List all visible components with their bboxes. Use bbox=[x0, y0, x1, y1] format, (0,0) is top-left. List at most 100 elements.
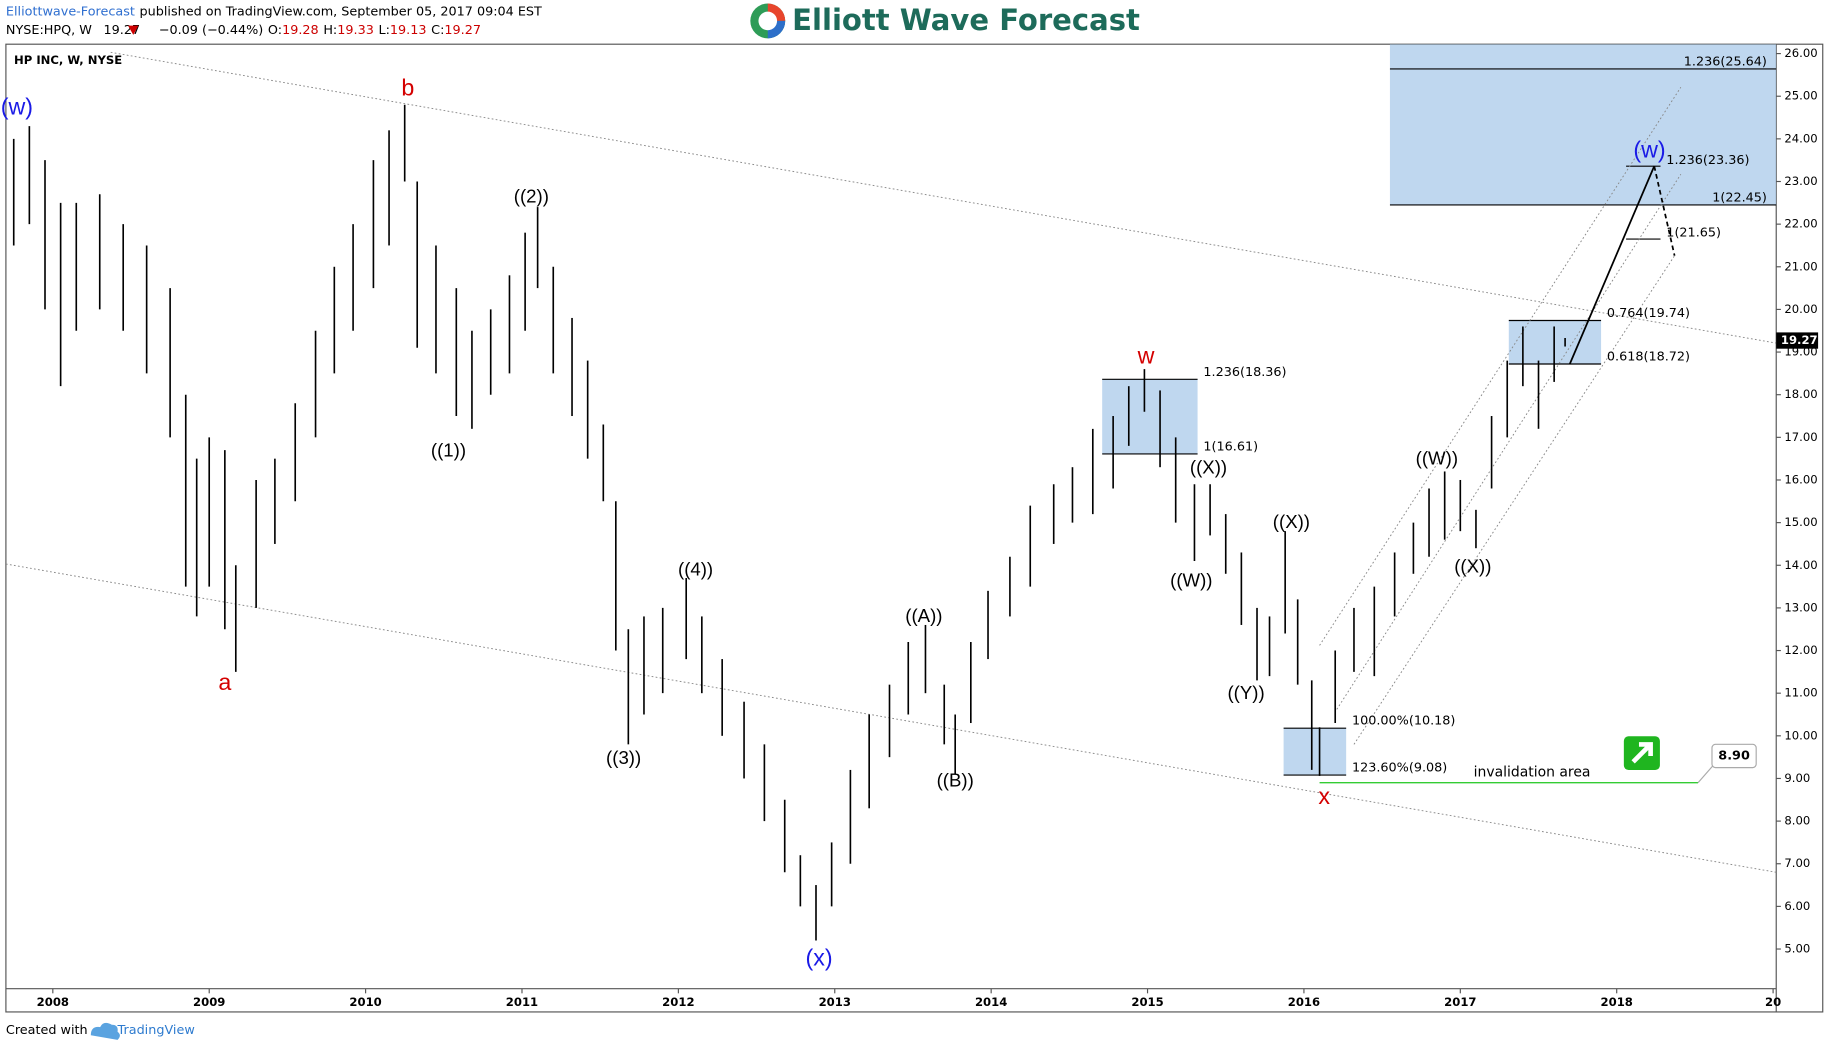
y-tick-label: 14.00 bbox=[1784, 558, 1817, 572]
target-zone bbox=[1283, 728, 1347, 776]
brand-logo bbox=[750, 3, 786, 39]
y-tick-label: 26.00 bbox=[1784, 46, 1817, 60]
wave-label: ((X)) bbox=[1273, 511, 1310, 532]
publisher: Elliottwave-Forecast bbox=[6, 4, 135, 19]
wave-label: ((A)) bbox=[905, 605, 942, 626]
wave-label: ((1)) bbox=[431, 439, 466, 460]
fib-label: 100.00%(10.18) bbox=[1352, 714, 1455, 729]
wave-label: ((B)) bbox=[937, 769, 974, 790]
x-tick-label: 2018 bbox=[1601, 995, 1633, 1009]
y-tick-label: 12.00 bbox=[1784, 643, 1817, 657]
wave-label: (x) bbox=[806, 944, 833, 970]
ohlc: O:19.28 H:19.33 L:19.13 C:19.27 bbox=[268, 23, 481, 38]
fib-label: 1.236(25.64) bbox=[1684, 54, 1767, 69]
x-tick-label: 2016 bbox=[1288, 995, 1320, 1009]
y-tick-label: 8.00 bbox=[1784, 814, 1810, 828]
wave-label: ((X)) bbox=[1190, 456, 1227, 477]
trendline bbox=[1336, 174, 1682, 710]
y-tick-label: 22.00 bbox=[1784, 217, 1817, 231]
symbol: NYSE:HPQ, W bbox=[6, 23, 92, 38]
y-tick-label: 10.00 bbox=[1784, 728, 1817, 742]
header-line-1: Elliottwave-Forecast published on Trading… bbox=[6, 4, 542, 19]
fib-label: 1(16.61) bbox=[1203, 439, 1258, 454]
plot bbox=[5, 44, 1777, 941]
wave-label: ((W)) bbox=[1416, 447, 1458, 468]
y-tick-label: 21.00 bbox=[1784, 259, 1817, 273]
x-tick-label: 2009 bbox=[193, 995, 225, 1009]
y-tick-label: 13.00 bbox=[1784, 600, 1817, 614]
change: −0.09 (−0.44%) bbox=[159, 23, 264, 38]
wave-label: b bbox=[401, 75, 414, 101]
wave-label: a bbox=[218, 669, 231, 695]
ohlc-value: 19.13 bbox=[390, 23, 427, 38]
y-tick-label: 17.00 bbox=[1784, 430, 1817, 444]
wave-label: ((2)) bbox=[514, 186, 549, 207]
wave-label: ((Y)) bbox=[1227, 682, 1264, 703]
x-tick-label: 2010 bbox=[349, 995, 381, 1009]
invalidation-text: invalidation area bbox=[1474, 764, 1591, 780]
callout-label: 8.90 bbox=[1718, 748, 1750, 763]
price-tag bbox=[1776, 332, 1819, 349]
ohlc-label: H: bbox=[323, 23, 337, 38]
y-tick-label: 18.00 bbox=[1784, 387, 1817, 401]
fib-label: 0.764(19.74) bbox=[1607, 306, 1690, 321]
published: published on TradingView.com, September … bbox=[140, 4, 543, 19]
footer-tool: TradingView bbox=[117, 1023, 195, 1038]
y-tick-label: 23.00 bbox=[1784, 174, 1817, 188]
y-tick-label: 24.00 bbox=[1784, 131, 1817, 145]
ohlc-label: C: bbox=[431, 23, 444, 38]
ohlc-value: 19.27 bbox=[444, 23, 481, 38]
fib-label: 1(22.45) bbox=[1712, 190, 1767, 205]
footer-created: Created with bbox=[6, 1023, 88, 1038]
wave-label: ((W)) bbox=[1170, 569, 1212, 590]
wave-label: ((X)) bbox=[1454, 555, 1491, 576]
x-tick-label: 2008 bbox=[37, 995, 69, 1009]
trendline bbox=[1319, 87, 1682, 646]
brand: Elliott Wave Forecast bbox=[792, 3, 1140, 37]
fib-label: 1.236(18.36) bbox=[1203, 365, 1286, 380]
frame bbox=[5, 43, 1824, 1013]
x-tick-label: 2015 bbox=[1131, 995, 1163, 1009]
trendline bbox=[110, 51, 1777, 344]
y-tick-label: 9.00 bbox=[1784, 771, 1810, 785]
y-tick-label: 11.00 bbox=[1784, 686, 1817, 700]
wave-label: (w) bbox=[1633, 136, 1665, 162]
fib-label: 0.618(18.72) bbox=[1607, 350, 1690, 365]
signal-arrow bbox=[1631, 742, 1653, 764]
ohlc-value: 19.33 bbox=[337, 23, 374, 38]
x-tick-label: 20 bbox=[1765, 995, 1781, 1009]
ohlc-label: L: bbox=[378, 23, 389, 38]
tradingview-logo bbox=[90, 1022, 120, 1040]
wave-label: ((4)) bbox=[678, 559, 713, 580]
x-tick-label: 2014 bbox=[975, 995, 1007, 1009]
y-tick-label: 5.00 bbox=[1784, 942, 1810, 956]
x-tick-label: 2017 bbox=[1444, 995, 1476, 1009]
fib-label: 1(21.65) bbox=[1666, 226, 1721, 241]
y-tick-label: 20.00 bbox=[1784, 302, 1817, 316]
down-arrow bbox=[128, 25, 139, 35]
logo-center bbox=[758, 11, 778, 31]
wave-label: (w) bbox=[1, 93, 33, 119]
target-zone bbox=[1389, 44, 1777, 205]
wave-label: w bbox=[1137, 342, 1155, 368]
x-tick-label: 2012 bbox=[662, 995, 694, 1009]
x-tick-label: 2013 bbox=[819, 995, 851, 1009]
ohlc-value: 19.28 bbox=[282, 23, 319, 38]
callout-leader bbox=[1697, 763, 1715, 784]
y-tick-label: 15.00 bbox=[1784, 515, 1817, 529]
target-zone bbox=[1102, 379, 1198, 454]
price-tag-label: 19.27 bbox=[1781, 333, 1818, 347]
x-tick-label: 2011 bbox=[506, 995, 538, 1009]
header-line-2: NYSE:HPQ, W 19.27 −0.09 (−0.44%) O:19.28 H:1… bbox=[6, 23, 481, 38]
chart-title: HP INC, W, NYSE bbox=[14, 53, 122, 67]
wave-label: x bbox=[1318, 783, 1330, 809]
ohlc-label: O: bbox=[268, 23, 282, 38]
projection bbox=[1568, 165, 1656, 365]
y-tick-label: 6.00 bbox=[1784, 899, 1810, 913]
y-tick-label: 16.00 bbox=[1784, 472, 1817, 486]
y-tick-label: 25.00 bbox=[1784, 89, 1817, 103]
wave-label: ((3)) bbox=[606, 747, 641, 768]
fib-label: 1.236(23.36) bbox=[1666, 153, 1749, 168]
